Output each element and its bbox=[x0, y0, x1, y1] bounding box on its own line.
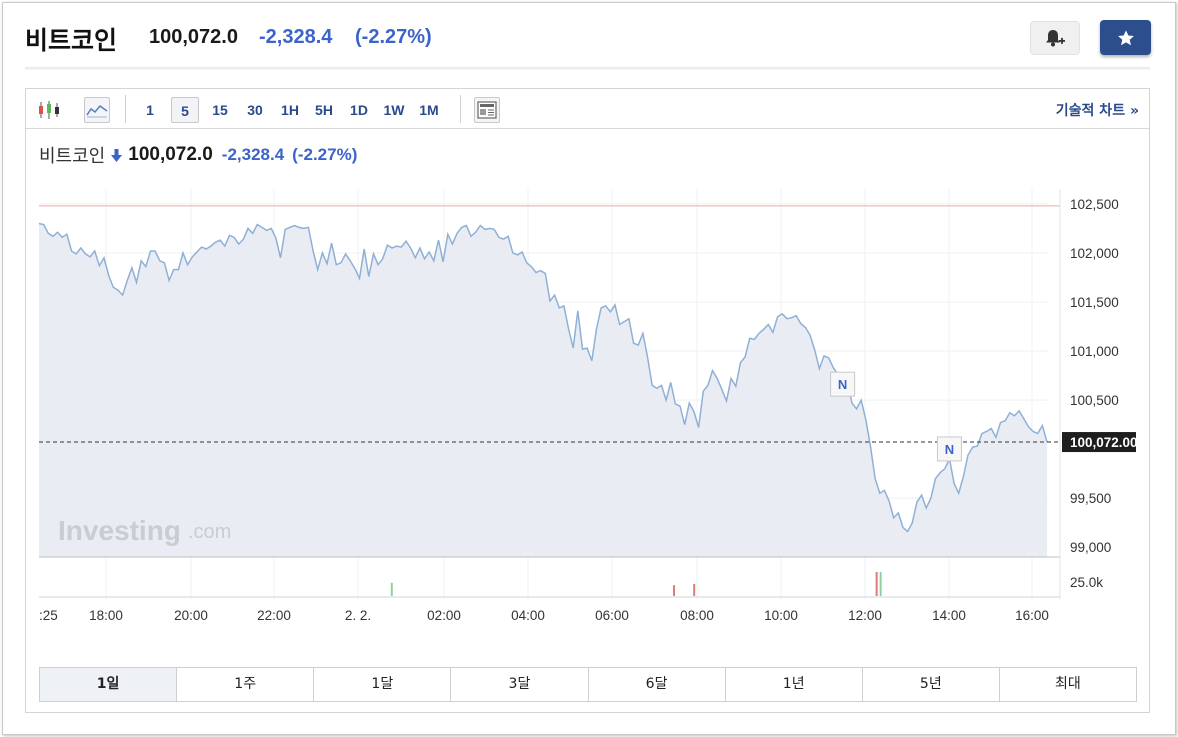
instrument-header: 비트코인 100,072.0 -2,328.4 (-2.27%) bbox=[3, 3, 1177, 70]
star-icon bbox=[1117, 29, 1134, 45]
volume-axis-label: 25.0k bbox=[1070, 575, 1103, 590]
price-change: -2,328.4 bbox=[259, 26, 333, 48]
news-marker-label: N bbox=[838, 377, 847, 392]
x-tick-label: 08:00 bbox=[680, 608, 714, 623]
y-tick-label: 102,500 bbox=[1070, 197, 1119, 212]
price-chart[interactable]: Investing .com 102,500 102,000 101,500 101,00… bbox=[26, 89, 1149, 664]
timeframe-1d[interactable]: 1D bbox=[350, 102, 368, 118]
bell-plus-icon bbox=[1046, 30, 1065, 47]
toolbar-divider bbox=[460, 95, 461, 123]
current-price-tag bbox=[1062, 432, 1136, 453]
chart-price-change-percent: (-2.27%) bbox=[292, 145, 358, 164]
range-button-6m[interactable]: 6달 bbox=[589, 668, 726, 701]
y-tick-label: 100,500 bbox=[1070, 393, 1119, 408]
price-line bbox=[38, 222, 1048, 533]
news-marker bbox=[936, 436, 962, 462]
chart-price-change: -2,328.4 bbox=[221, 145, 285, 164]
range-button-1y[interactable]: 1년 bbox=[726, 668, 863, 701]
range-button-1m[interactable]: 1달 bbox=[314, 668, 452, 701]
x-tick-label: 2. 2. bbox=[345, 608, 371, 623]
line-chart-toggle[interactable] bbox=[84, 97, 110, 123]
price-change-percent: (-2.27%) bbox=[355, 26, 432, 48]
watermark-suffix: .com bbox=[188, 521, 231, 543]
range-button-5y[interactable]: 5년 bbox=[863, 668, 1000, 701]
range-button-max[interactable]: 최대 bbox=[1055, 676, 1081, 692]
news-marker-label: N bbox=[945, 442, 954, 457]
timeframe-1m[interactable]: 1M bbox=[419, 102, 439, 118]
y-tick-label: 102,000 bbox=[1070, 246, 1119, 261]
range-selector: 1일 1주 1달 3달 6달 1년 5년 최대 bbox=[39, 667, 1137, 702]
x-tick-label: 06:00 bbox=[595, 608, 629, 623]
news-toggle[interactable] bbox=[474, 97, 500, 123]
add-alert-button[interactable] bbox=[1030, 21, 1080, 55]
y-tick-label: 101,000 bbox=[1070, 344, 1119, 359]
x-tick-label: 22:00 bbox=[257, 608, 291, 623]
range-button-1w[interactable]: 1주 bbox=[177, 668, 315, 701]
toolbar-divider bbox=[125, 95, 126, 123]
y-tick-label: 99,500 bbox=[1070, 491, 1111, 506]
x-tick-label: 18:00 bbox=[89, 608, 123, 623]
current-price-label: 100,072.00 bbox=[1070, 435, 1138, 450]
chart-last-price: 100,072.0 bbox=[128, 144, 213, 165]
x-tick-label: 20:00 bbox=[174, 608, 208, 623]
chart-toolbar: 1 5 15 30 1H 5H 1D 1W 1M 기술적 차트 » bbox=[26, 89, 1149, 129]
chart-panel: 1 5 15 30 1H 5H 1D 1W 1M 기술적 차트 » bbox=[25, 88, 1150, 713]
candlestick-icon bbox=[39, 101, 59, 119]
watermark-logo: Investing bbox=[58, 515, 181, 546]
arrow-down-icon bbox=[111, 148, 123, 162]
timeframe-1h[interactable]: 1H bbox=[281, 102, 299, 118]
chart-instrument-name: 비트코인 bbox=[39, 146, 106, 167]
technical-chart-link[interactable]: 기술적 차트 » bbox=[1055, 103, 1139, 119]
instrument-title: 비트코인 bbox=[25, 26, 118, 55]
x-tick-label: 04:00 bbox=[511, 608, 545, 623]
timeframe-30[interactable]: 30 bbox=[247, 102, 263, 118]
last-price: 100,072.0 bbox=[149, 26, 238, 48]
timeframe-1[interactable]: 1 bbox=[146, 102, 154, 118]
price-area bbox=[39, 223, 1047, 557]
x-tick-label: 16:00 bbox=[1015, 608, 1049, 623]
timeframe-1w[interactable]: 1W bbox=[383, 102, 405, 118]
newspaper-icon bbox=[477, 101, 497, 119]
x-tick-label: :25 bbox=[39, 608, 58, 623]
y-tick-label: 99,000 bbox=[1070, 540, 1111, 555]
range-button-3m[interactable]: 3달 bbox=[451, 668, 589, 701]
x-tick-label: 10:00 bbox=[764, 608, 798, 623]
line-chart-icon bbox=[86, 104, 108, 118]
chart-legend-header: 비트코인 100,072.0 -2,328.4 (-2.27%) bbox=[39, 142, 357, 168]
candlestick-chart-icon[interactable] bbox=[36, 97, 62, 123]
x-tick-label: 12:00 bbox=[848, 608, 882, 623]
x-tick-label: 02:00 bbox=[427, 608, 461, 623]
range-button-1d[interactable]: 1일 bbox=[40, 668, 178, 701]
y-tick-label: 101,500 bbox=[1070, 295, 1119, 310]
watchlist-star-button[interactable] bbox=[1100, 20, 1151, 55]
timeframe-5h[interactable]: 5H bbox=[315, 102, 333, 118]
news-marker bbox=[830, 371, 856, 397]
x-tick-label: 14:00 bbox=[932, 608, 966, 623]
header-divider bbox=[25, 67, 1150, 70]
timeframe-5[interactable]: 5 bbox=[171, 97, 199, 123]
timeframe-15[interactable]: 15 bbox=[212, 102, 228, 118]
